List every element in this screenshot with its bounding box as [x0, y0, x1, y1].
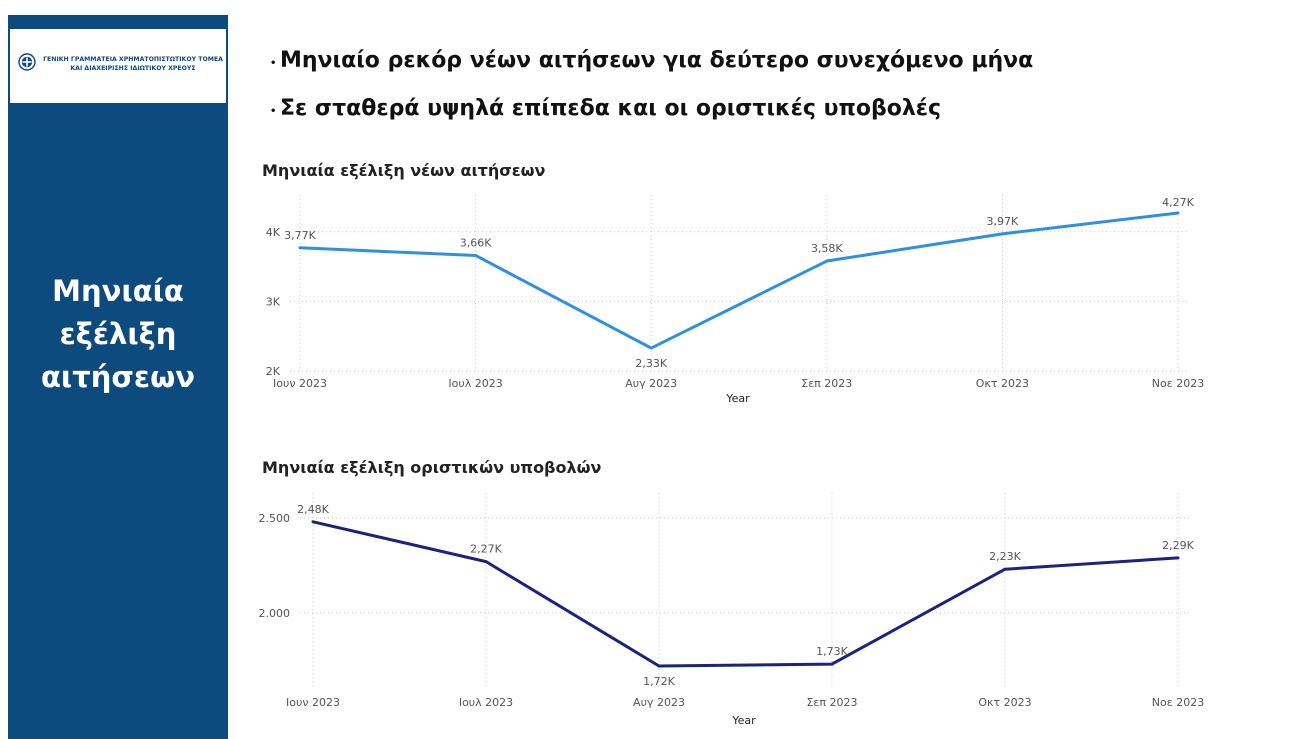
- data-label: 3,77K: [284, 229, 316, 242]
- emblem-icon: [18, 53, 36, 71]
- data-label: 3,97K: [987, 215, 1019, 228]
- data-point: [484, 560, 488, 564]
- x-tick-label: Οκτ 2023: [976, 377, 1029, 390]
- data-label: 2,48K: [297, 503, 329, 516]
- sidebar-title: Μηνιαία εξέλιξη αιτήσεων: [8, 270, 228, 399]
- data-label: 2,33K: [635, 357, 667, 370]
- x-axis-title: Year: [731, 714, 756, 727]
- y-tick-label: 3K: [266, 295, 281, 308]
- chart-title-new-applications: Μηνιαία εξέλιξη νέων αιτήσεων: [262, 161, 546, 180]
- logo: ΓΕΝΙΚΗ ΓΡΑΜΜΑΤΕΙΑ ΧΡΗΜΑΤΟΠΙΣΤΩΤΙΚΟΥ ΤΟΜΕ…: [10, 29, 226, 103]
- logo-line-1: ΓΕΝΙΚΗ ΓΡΑΜΜΑΤΕΙΑ ΧΡΗΜΑΤΟΠΙΣΤΩΤΙΚΟΥ ΤΟΜΕ…: [43, 56, 223, 63]
- x-tick-label: Νοε 2023: [1152, 377, 1204, 390]
- data-label: 3,58K: [811, 242, 843, 255]
- series-line: [312, 520, 1179, 668]
- data-point: [1176, 556, 1180, 560]
- data-point: [825, 259, 829, 263]
- x-axis-title: Year: [725, 392, 750, 405]
- data-point: [1003, 567, 1007, 571]
- y-tick-label: 2.500: [259, 512, 291, 525]
- data-label: 2,29K: [1162, 539, 1194, 552]
- y-tick-label: 2K: [266, 365, 281, 378]
- data-point: [311, 520, 315, 524]
- data-point: [1000, 232, 1004, 236]
- data-point: [649, 346, 653, 350]
- data-label: 4,27K: [1162, 196, 1194, 209]
- final-submissions-line-chart: 2.000 2.500 Ιουν 2023 Ιουλ 2023 Αυγ 2023 Σεπ …: [259, 493, 1204, 727]
- sidebar-title-line-2: εξέλιξη: [59, 317, 177, 351]
- x-tick-label: Ιουν 2023: [273, 377, 327, 390]
- sidebar-title-line-3: αιτήσεων: [40, 360, 196, 394]
- x-tick-label: Ιουλ 2023: [448, 377, 502, 390]
- x-tick-label: Ιουν 2023: [286, 696, 340, 709]
- data-label: 3,66K: [460, 236, 492, 249]
- x-tick-label: Αυγ 2023: [633, 696, 685, 709]
- series-line: [299, 211, 1179, 350]
- chart-title-final-submissions: Μηνιαία εξέλιξη οριστικών υποβολών: [262, 458, 602, 477]
- data-point: [1176, 211, 1180, 215]
- bullet-dot: •: [270, 106, 277, 117]
- bullet-text: Σε σταθερά υψηλά επίπεδα και οι οριστικέ…: [280, 96, 942, 121]
- bullet-dot: •: [270, 58, 277, 69]
- x-tick-label: Αυγ 2023: [625, 377, 677, 390]
- data-label: 1,73K: [816, 645, 848, 658]
- data-label: 2,27K: [470, 543, 502, 556]
- x-tick-label: Οκτ 2023: [978, 696, 1031, 709]
- data-point: [474, 253, 478, 257]
- y-tick-label: 4K: [266, 226, 281, 239]
- new-applications-line-chart: 2K 3K 4K Ιουν 2023 Ιουλ 2023 Αυγ 2023 Σεπ 2023…: [266, 195, 1204, 405]
- x-tick-label: Ιουλ 2023: [459, 696, 513, 709]
- logo-line-2: ΚΑΙ ΔΙΑΧΕΙΡΙΣΗΣ ΙΔΙΩΤΙΚΟΥ ΧΡΕΟΥΣ: [70, 65, 196, 72]
- bullet-text: Μηνιαίο ρεκόρ νέων αιτήσεων για δεύτερο …: [280, 48, 1034, 73]
- y-tick-label: 2.000: [259, 607, 291, 620]
- data-point: [298, 246, 302, 250]
- data-label: 2,23K: [989, 550, 1021, 563]
- sidebar: ΓΕΝΙΚΗ ΓΡΑΜΜΑΤΕΙΑ ΧΡΗΜΑΤΟΠΙΣΤΩΤΙΚΟΥ ΤΟΜΕ…: [8, 15, 228, 739]
- x-tick-label: Νοε 2023: [1152, 696, 1204, 709]
- data-label: 1,72K: [643, 675, 675, 688]
- data-point: [830, 662, 834, 666]
- x-tick-label: Σεπ 2023: [806, 696, 857, 709]
- x-tick-label: Σεπ 2023: [801, 377, 852, 390]
- data-point: [657, 664, 661, 668]
- sidebar-title-line-1: Μηνιαία: [52, 274, 184, 308]
- logo-text: ΓΕΝΙΚΗ ΓΡΑΜΜΑΤΕΙΑ ΧΡΗΜΑΤΟΠΙΣΤΩΤΙΚΟΥ ΤΟΜΕ…: [42, 55, 224, 73]
